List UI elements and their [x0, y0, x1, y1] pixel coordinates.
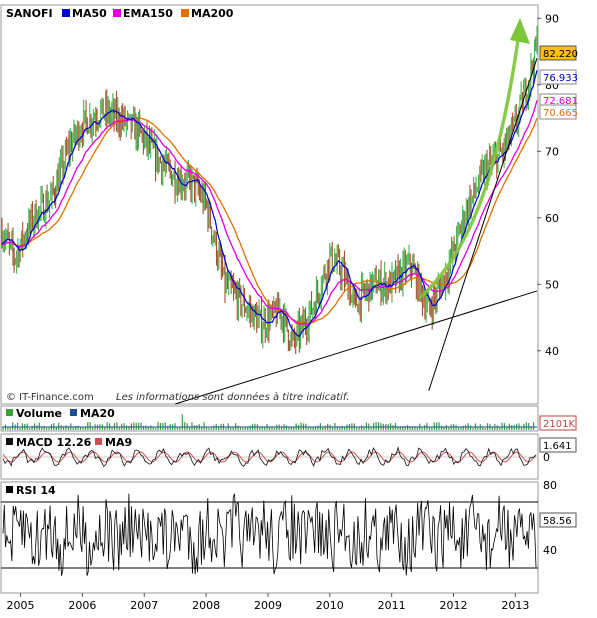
macd-line [2, 446, 537, 468]
rsi-value-box [539, 512, 577, 528]
ma200-label: MA200 [191, 7, 234, 20]
moving-averages [1, 70, 538, 338]
price-tick-label: 40 [545, 345, 559, 358]
last-price-value: 82.220 [543, 49, 578, 60]
volume-value-box [539, 415, 577, 431]
volume-bars [2, 414, 537, 430]
rsi-swatch [6, 486, 13, 493]
year-tick-label: 2006 [68, 599, 96, 612]
ticker-label: SANOFI [6, 7, 53, 20]
macd-value-box [539, 437, 577, 453]
source-watermark: © IT-Finance.com [6, 392, 94, 403]
macd-swatch [6, 438, 13, 445]
ema150-label: EMA150 [123, 7, 173, 20]
rsi-line [2, 493, 537, 576]
time-axis: 2005 2006 2007 2008 2009 2010 2011 2012 2013 [7, 593, 529, 612]
rsi-series [2, 493, 537, 576]
price-tick-label: 90 [545, 12, 559, 25]
ma50-swatch [62, 9, 70, 17]
trendline-steep-support [428, 58, 538, 391]
price-tick-label: 50 [545, 278, 559, 291]
ema150-line [1, 100, 538, 326]
legend: SANOFI MA50 EMA150 MA200 [6, 7, 234, 20]
ma50-line [1, 70, 538, 338]
price-tick-label: 70 [545, 145, 559, 158]
macd-label: MACD 12.26 [16, 436, 92, 449]
ma50-value-box [539, 69, 577, 85]
trendlines [175, 58, 538, 405]
volume-ma-label: MA20 [80, 407, 115, 420]
disclaimer-text: Les informations sont données à titre in… [116, 391, 349, 403]
price-tick-label: 60 [545, 212, 559, 225]
ma200-value-box [539, 104, 577, 120]
ma50-value: 76.933 [543, 73, 578, 84]
macd-signal-label: MA9 [105, 436, 132, 449]
year-tick-label: 2008 [192, 599, 220, 612]
volume-ma-swatch [70, 409, 77, 416]
ma200-swatch [181, 9, 189, 17]
year-tick-label: 2011 [378, 599, 406, 612]
ma50-label: MA50 [72, 7, 107, 20]
year-tick-label: 2005 [7, 599, 35, 612]
rsi-label: RSI 14 [16, 484, 56, 497]
rsi-value: 58.56 [543, 516, 572, 527]
macd-signal-swatch [95, 438, 102, 445]
year-tick-label: 2012 [440, 599, 468, 612]
year-tick-label: 2009 [254, 599, 282, 612]
rsi-tick-80: 80 [543, 479, 557, 492]
year-tick-label: 2013 [501, 599, 529, 612]
volume-value: 2101K [543, 419, 575, 430]
ema150-swatch [113, 9, 121, 17]
trendline-support [175, 290, 538, 405]
macd-value: 1.641 [543, 441, 572, 452]
ma200-value: 70.665 [543, 108, 578, 119]
year-tick-label: 2010 [316, 599, 344, 612]
volume-swatch [6, 409, 13, 416]
macd-lines [2, 446, 537, 468]
volume-label: Volume [16, 407, 62, 420]
macd-zero-tick: 0 [543, 451, 550, 464]
ema150-value: 72.681 [543, 96, 578, 107]
price-panel [0, 4, 539, 405]
year-tick-label: 2007 [130, 599, 158, 612]
uptrend-arrow [418, 39, 520, 300]
arrow-head-icon [510, 18, 530, 44]
last-price-box [539, 45, 577, 61]
rsi-tick-40: 40 [543, 544, 557, 557]
